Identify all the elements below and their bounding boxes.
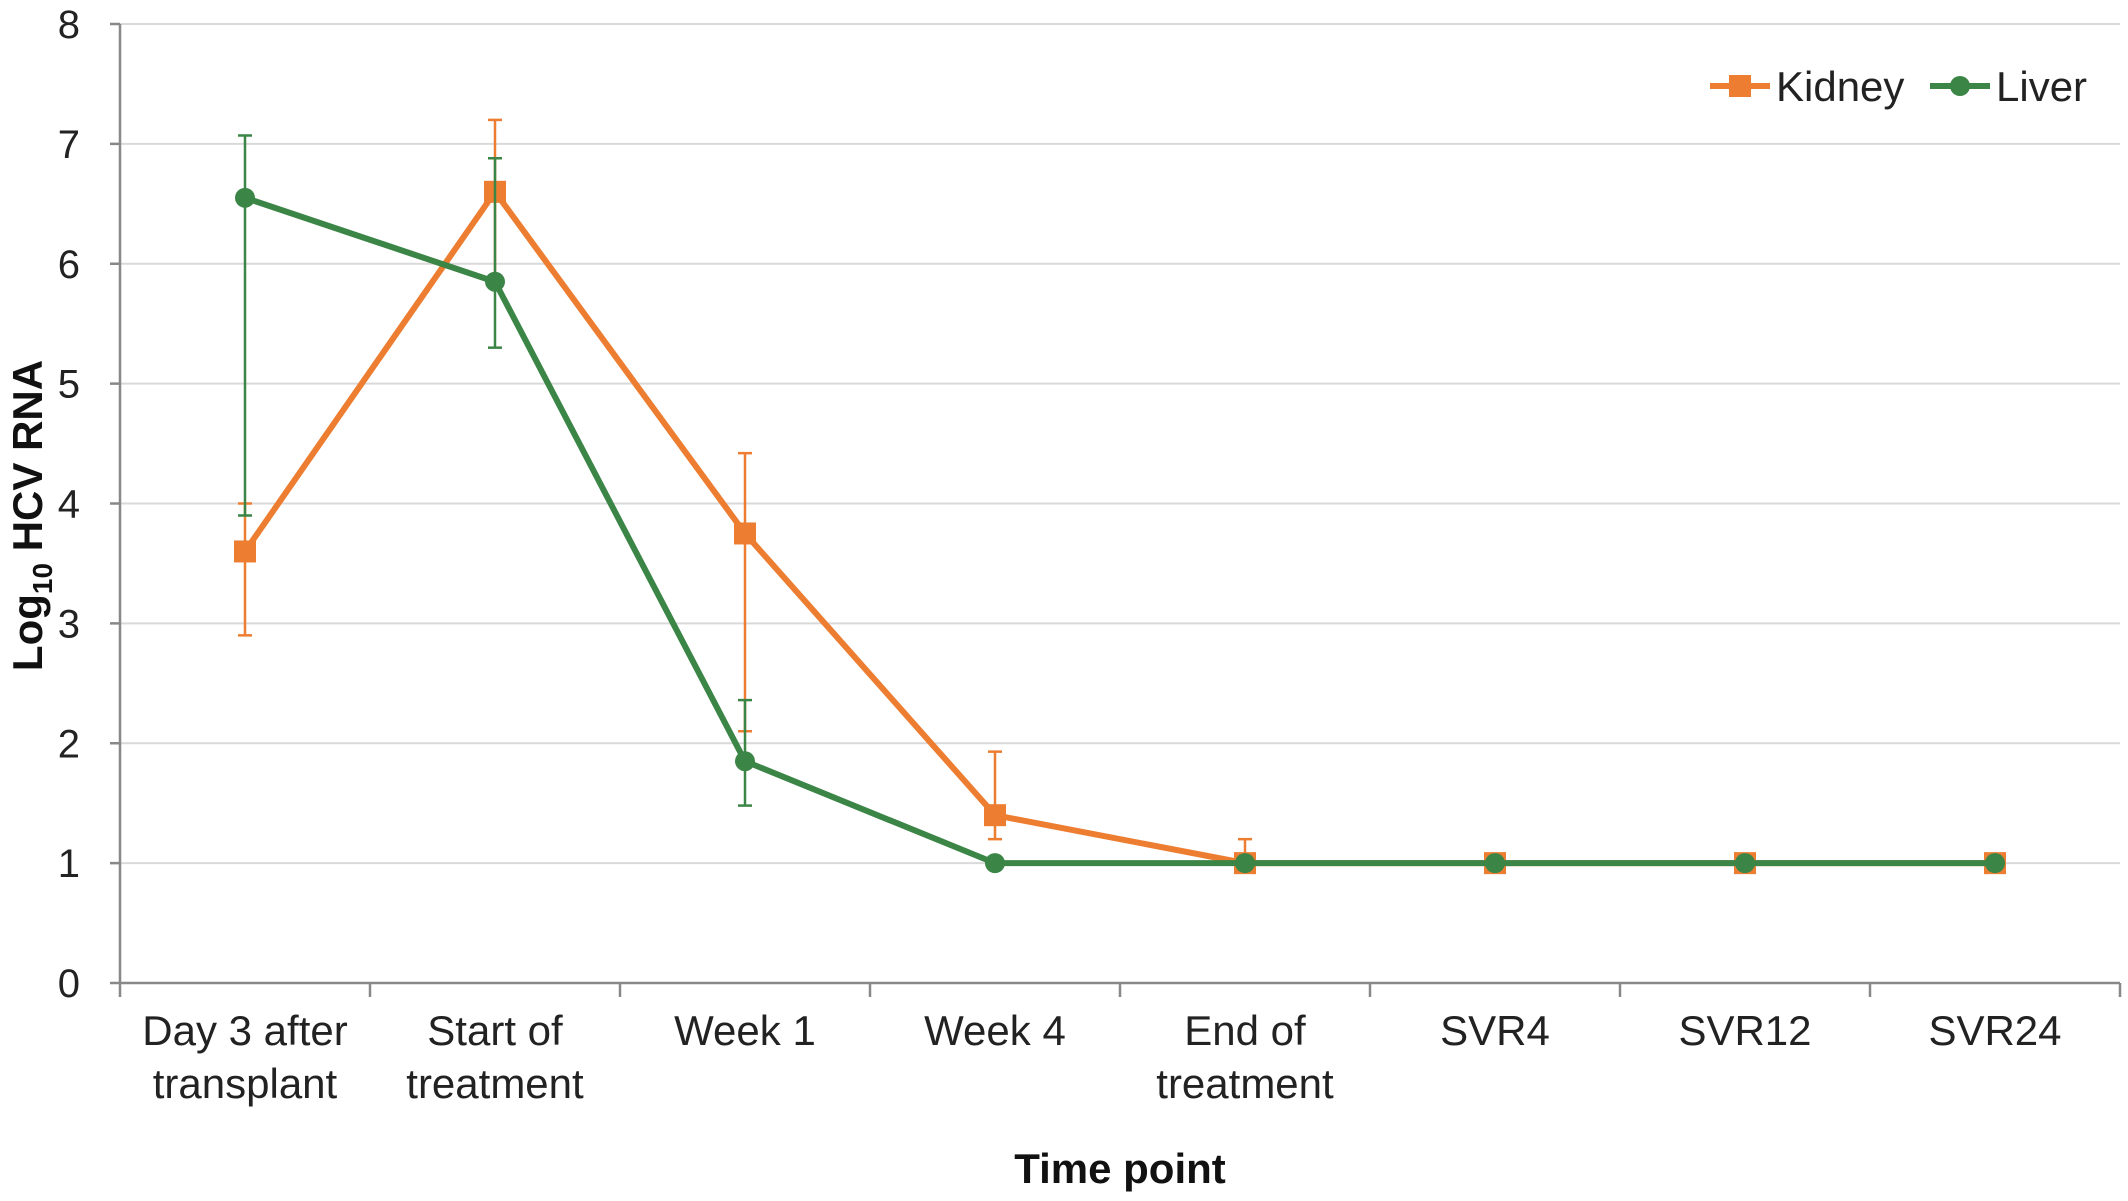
x-axis-title: Time point — [1014, 1145, 1226, 1192]
liver-marker-5 — [1485, 853, 1505, 874]
x-tick-label-5: SVR4 — [1440, 1007, 1550, 1054]
kidney-marker-0 — [234, 540, 256, 563]
series-kidney — [234, 118, 2006, 875]
liver-marker-4 — [1235, 853, 1255, 874]
legend-item-kidney: Kidney — [1710, 63, 1904, 110]
y-tick-label-6: 6 — [58, 243, 80, 287]
y-tick-label-7: 7 — [58, 123, 80, 167]
y-tick-label-3: 3 — [58, 602, 80, 646]
x-tick-label-3: Week 4 — [924, 1007, 1066, 1054]
x-tick-labels: Day 3 after transplant Start of treatment We… — [142, 1007, 2061, 1107]
y-tick-label-2: 2 — [58, 722, 80, 766]
y-axis-title-main: Log — [4, 594, 51, 671]
x-tick-label-0: Day 3 after transplant — [142, 1007, 347, 1107]
y-axis-title-rest: HCV RNA — [4, 360, 51, 563]
x-tick-label-4: End of treatment — [1156, 1007, 1334, 1107]
y-axis-title: Log10 HCV RNA — [4, 360, 58, 671]
x-tick-label-1: Start of treatment — [406, 1007, 584, 1107]
y-tick-label-1: 1 — [58, 842, 80, 886]
legend-swatch-marker-kidney — [1729, 75, 1751, 97]
y-tick-label-4: 4 — [58, 483, 80, 527]
kidney-marker-2 — [734, 522, 756, 545]
liver-marker-7 — [1985, 853, 2005, 874]
kidney-line — [242, 188, 1995, 867]
y-tick-labels: 0 1 2 3 4 5 6 7 8 — [58, 3, 80, 1006]
legend-swatch-marker-liver — [1950, 76, 1970, 96]
x-tick-label-2: Week 1 — [674, 1007, 816, 1054]
legend-item-liver: Liver — [1930, 63, 2087, 110]
axes — [110, 22, 2122, 997]
liver-marker-1 — [485, 271, 505, 292]
liver-line — [244, 194, 1995, 867]
gridlines — [120, 23, 2120, 865]
liver-marker-6 — [1735, 853, 1755, 874]
x-tick-label-7: SVR24 — [1928, 1007, 2061, 1054]
legend-label-liver: Liver — [1996, 63, 2087, 110]
y-tick-label-8: 8 — [58, 3, 80, 47]
series-layer — [234, 118, 2006, 875]
series-liver — [235, 134, 2005, 874]
y-tick-label-0: 0 — [58, 962, 80, 1006]
legend-label-kidney: Kidney — [1776, 63, 1904, 110]
liver-marker-3 — [985, 853, 1005, 874]
y-axis-title-subscript: 10 — [27, 563, 58, 594]
liver-marker-0 — [235, 187, 255, 208]
liver-marker-2 — [735, 751, 755, 772]
x-tick-label-6: SVR12 — [1678, 1007, 1811, 1054]
kidney-marker-3 — [984, 804, 1006, 827]
y-tick-label-5: 5 — [58, 363, 80, 407]
legend: Kidney Liver — [1710, 63, 2087, 110]
